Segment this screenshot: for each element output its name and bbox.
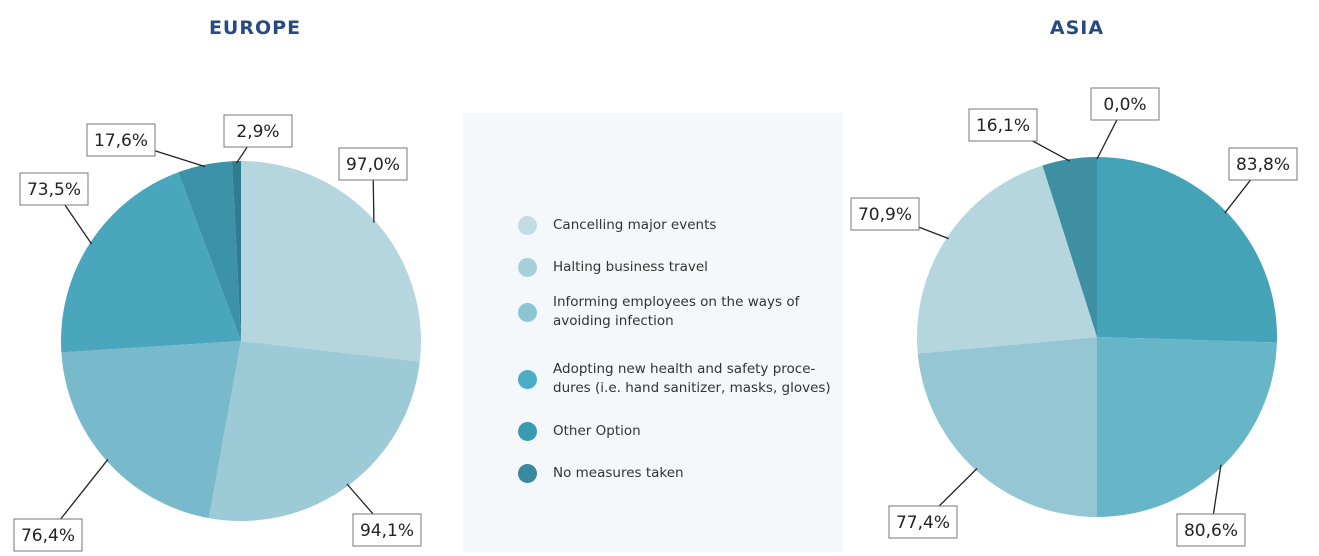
pie-slice [231,161,241,341]
legend-label: Cancelling major events [553,217,717,233]
chart-title: EUROPE [209,17,301,39]
legend-swatch [518,369,537,389]
label-box [352,513,422,547]
data-label: 70,9% [858,205,912,225]
data-label: 83,8% [1236,155,1290,175]
legend-label: Informing employees on the ways of avoid… [553,294,800,329]
legend-item: No measures taken [518,464,684,483]
label-box [1228,147,1298,181]
data-label: 80,6% [1184,521,1238,541]
data-label: 73,5% [27,180,81,200]
pie-slice [61,341,242,519]
legend-swatch [518,422,537,441]
pie-slice [917,337,1097,517]
label-box [1176,513,1246,547]
data-label: 94,1% [360,521,414,541]
label-box [223,114,293,148]
label-box [1090,87,1160,121]
legend-item: Other Option [518,422,641,441]
legend: Cancelling major events Halting business … [463,113,843,552]
legend-item: Adopting new health and safety proce- du… [518,360,831,398]
legend-label: Halting business travel [553,259,708,275]
legend-swatch [518,258,537,277]
pie-slice [1097,157,1277,343]
legend-swatch [518,216,537,235]
label-box [850,197,920,231]
chart-title: ASIA [1050,17,1104,39]
label-box [86,123,156,157]
data-label: 2,9% [236,122,279,142]
data-label: 77,4% [896,513,950,533]
legend-label: Other Option [553,423,641,439]
data-label: 76,4% [21,526,75,546]
legend-swatch [518,302,537,322]
pie-slice [241,161,421,362]
legend-swatch [518,464,537,483]
label-box [338,147,408,181]
data-label: 16,1% [976,116,1030,136]
label-box [19,172,89,206]
data-label: 0,0% [1103,95,1146,115]
legend-item: Informing employees on the ways of avoid… [518,293,799,331]
label-box [968,108,1038,142]
pie-slice [1097,337,1277,517]
pie-slice [60,172,241,353]
pie-slice [1042,157,1097,337]
label-box [888,505,958,539]
legend-label: No measures taken [553,465,684,481]
legend-label: Adopting new health and safety proce- du… [553,361,831,396]
pie-slice [917,165,1097,354]
legend-item: Halting business travel [518,258,708,277]
data-label: 17,6% [94,131,148,151]
label-box [13,518,83,552]
pie-slice [178,161,241,341]
legend-item: Cancelling major events [518,216,716,235]
pie-slice [208,341,420,521]
data-label: 97,0% [346,155,400,175]
